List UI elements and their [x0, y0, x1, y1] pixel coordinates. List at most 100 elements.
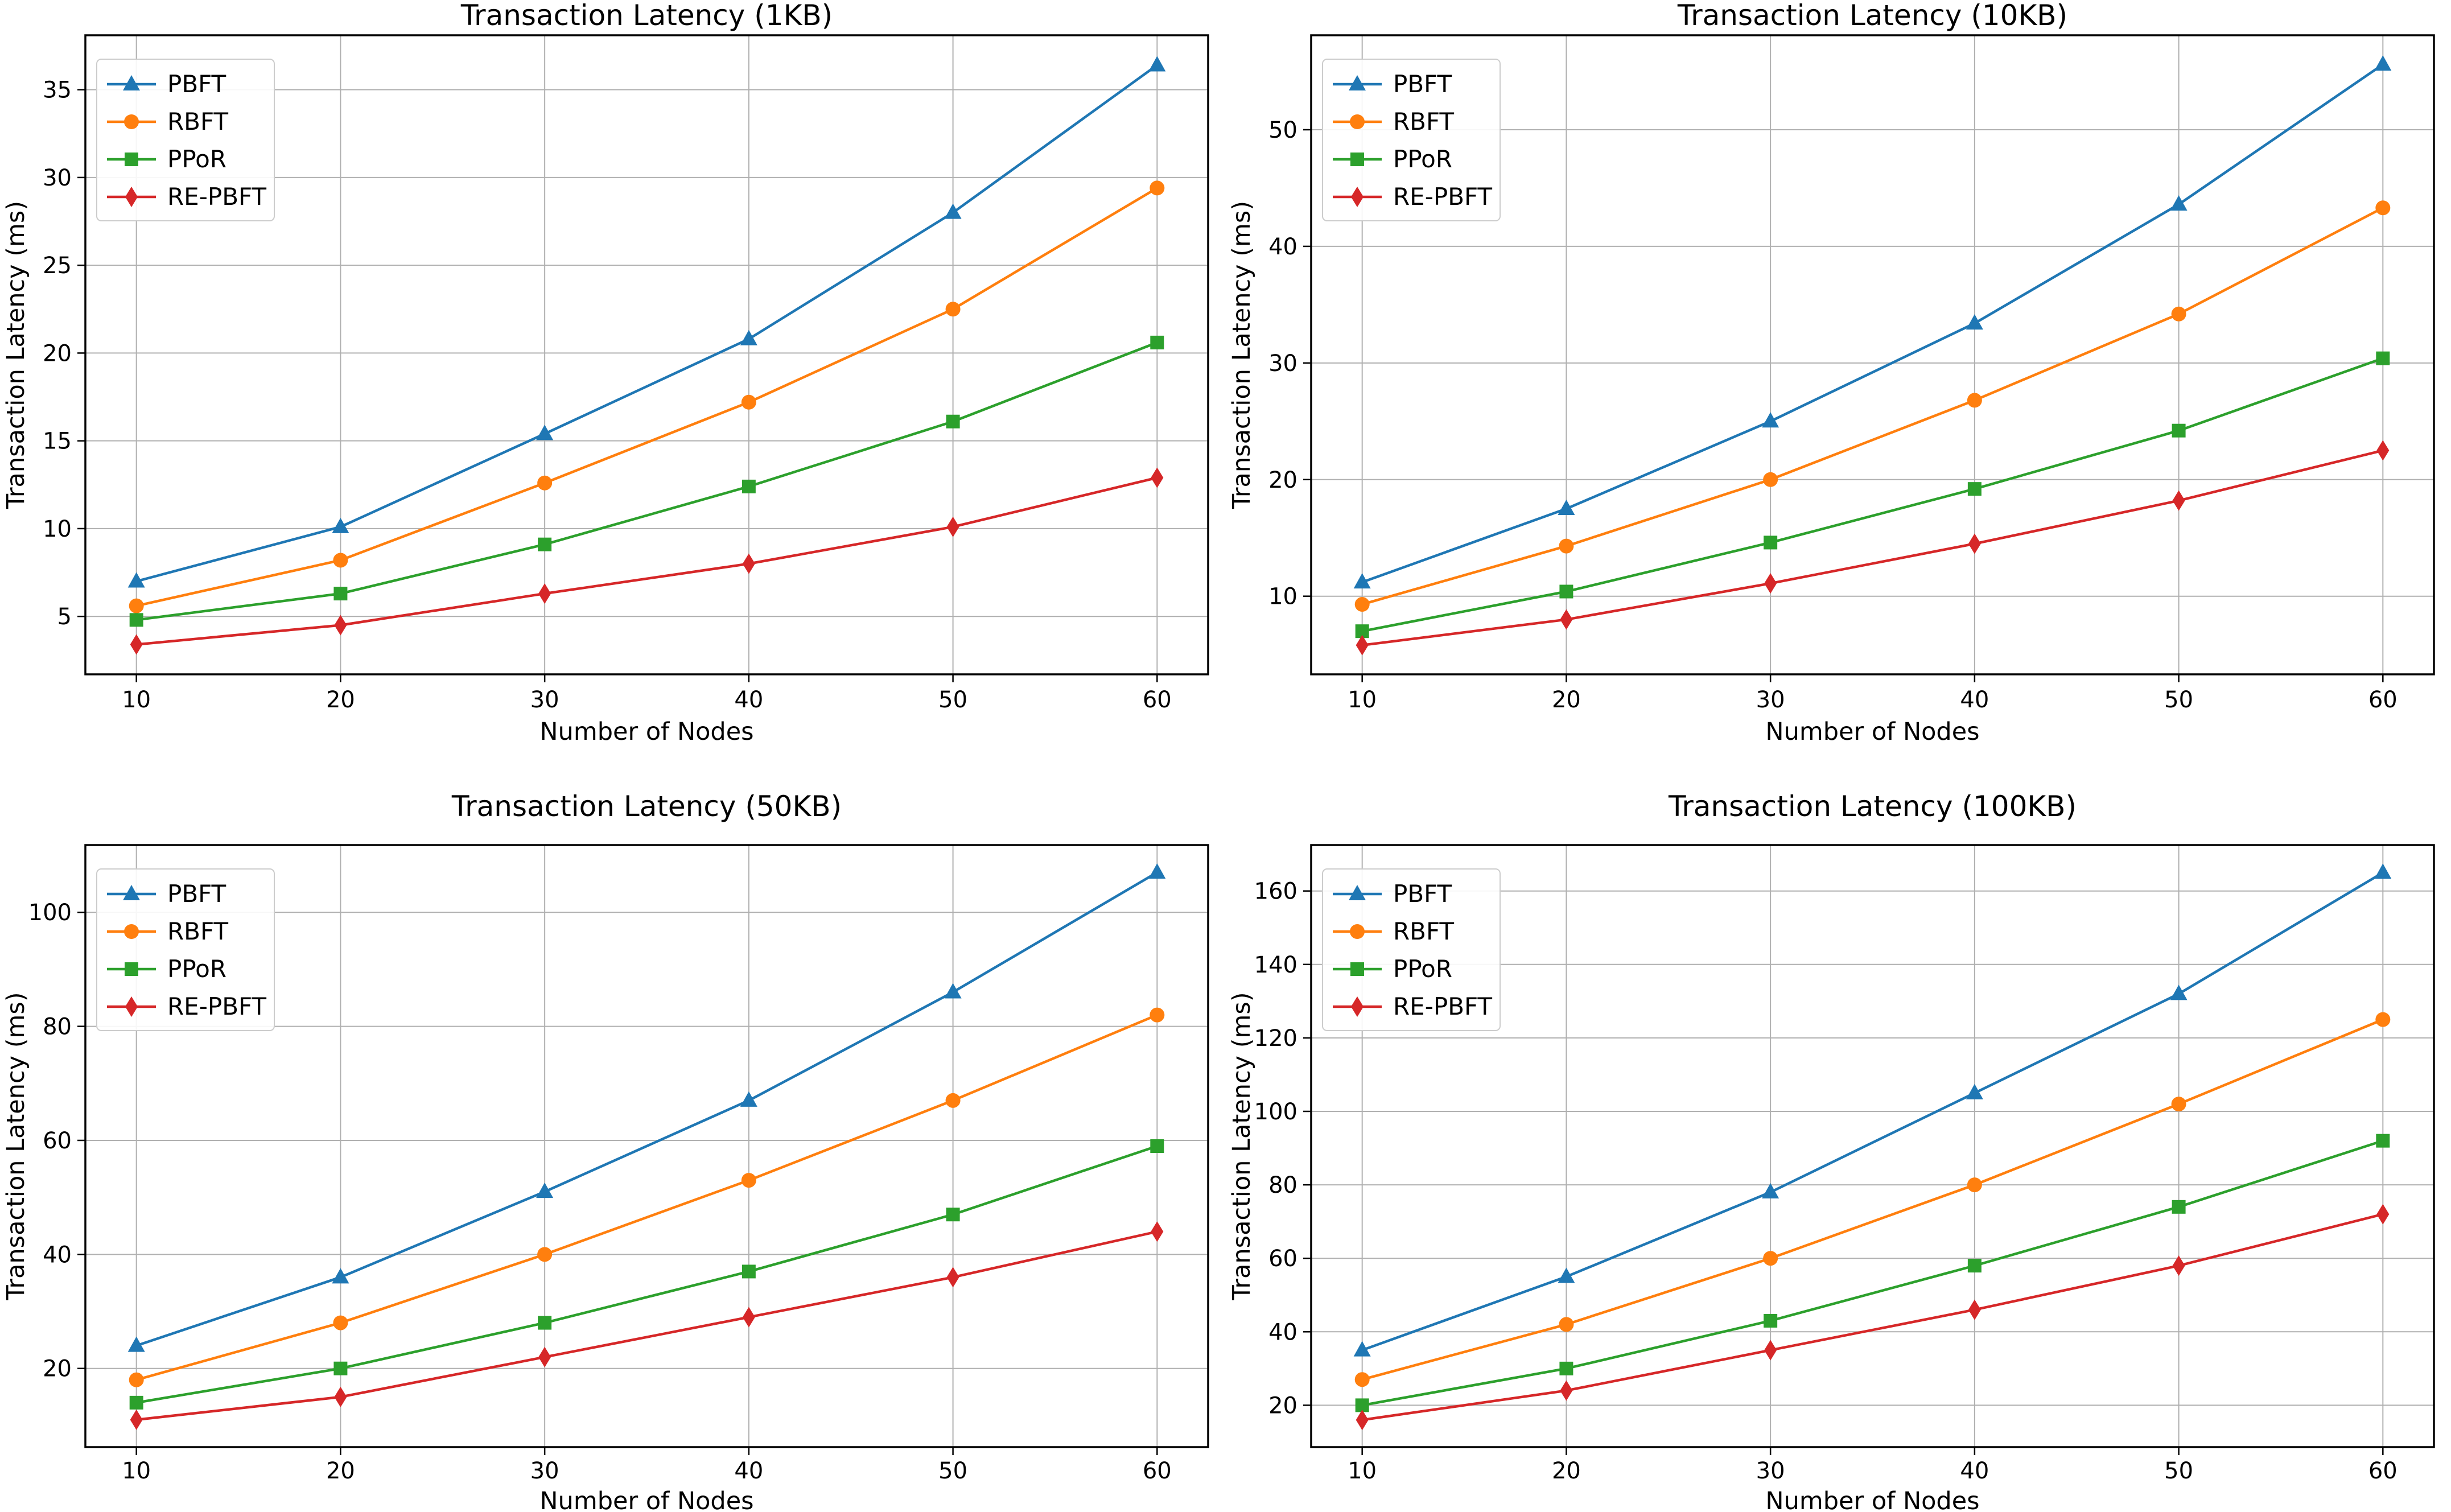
y-axis-label: Transaction Latency (ms): [1227, 992, 1256, 1300]
marker-ppor-40: [1967, 482, 1982, 496]
marker-rbft-50: [2171, 306, 2186, 322]
chart-title: Transaction Latency (10KB): [1677, 0, 2067, 32]
y-tick-label-30: 30: [43, 165, 72, 191]
x-tick-label-60: 60: [1143, 687, 1172, 713]
marker-pbft-30: [1762, 412, 1779, 428]
legend-label-pbft: PBFT: [167, 70, 226, 98]
marker-pbft-30: [536, 425, 554, 440]
series-line-re-pbft: [1362, 1213, 2383, 1422]
y-tick-label-15: 15: [43, 429, 72, 455]
marker-rbft-40: [741, 394, 756, 410]
tick-marks: [77, 911, 1158, 1455]
x-axis-label: Number of Nodes: [539, 718, 753, 746]
series-line-pbft: [1361, 63, 2384, 584]
x-tick-label-40: 40: [1960, 1458, 1989, 1484]
legend-label-ppor: PPoR: [1393, 145, 1452, 173]
y-tick-label-20: 20: [1268, 1392, 1297, 1419]
marker-ppor-30: [1764, 535, 1778, 550]
marker-ppor-40: [1967, 1259, 1982, 1273]
marker-ppor-20: [333, 587, 348, 601]
marker-pbft-20: [1558, 1267, 1575, 1283]
x-tick-label-50: 50: [2164, 687, 2193, 713]
marker-pbft-60: [1148, 863, 1166, 879]
series-line-re-pbft: [136, 476, 1157, 646]
legend-label-re-pbft: RE-PBFT: [167, 183, 266, 211]
tick-marks: [77, 89, 1158, 682]
marker-ppor-50: [2172, 1200, 2186, 1214]
series-ppor: [129, 335, 1164, 627]
x-tick-label-10: 10: [122, 1458, 151, 1484]
y-tick-label-100: 100: [28, 900, 72, 926]
legend-label-ppor: PPoR: [1393, 955, 1452, 983]
legend-marker-pbft: [123, 75, 140, 90]
legend-marker-rbft: [1350, 114, 1365, 129]
legend-marker-re-pbft: [1351, 187, 1364, 207]
marker-re-pbft-50: [2172, 490, 2185, 511]
x-tick-label-10: 10: [1348, 687, 1377, 713]
x-tick-label-40: 40: [1960, 687, 1989, 713]
marker-rbft-10: [129, 1372, 144, 1387]
marker-pbft-40: [740, 1091, 757, 1107]
plot-area: [1310, 34, 2435, 675]
x-tick-label-20: 20: [326, 687, 355, 713]
legend-label-ppor: PPoR: [167, 955, 226, 983]
marker-ppor-60: [1150, 335, 1164, 349]
y-tick-label-120: 120: [1254, 1025, 1297, 1052]
marker-pbft-40: [740, 329, 757, 345]
series-line-ppor: [136, 1144, 1158, 1404]
legend-box: [1322, 59, 1501, 221]
marker-pbft-50: [944, 203, 962, 219]
series-pbft: [127, 56, 1166, 588]
marker-pbft-60: [1148, 56, 1166, 72]
marker-rbft-60: [1150, 1007, 1165, 1023]
x-tick-label-40: 40: [734, 687, 763, 713]
marker-ppor-20: [1559, 1361, 1573, 1375]
marker-pbft-10: [1353, 573, 1371, 589]
series-line-rbft: [136, 1014, 1158, 1381]
marker-rbft-30: [1763, 1251, 1778, 1266]
legend: PBFT RBFT PPoR RE-PBFT: [96, 59, 275, 221]
marker-pbft-20: [332, 1268, 349, 1284]
y-tick-label-35: 35: [43, 77, 72, 104]
marker-ppor-60: [1150, 1139, 1164, 1153]
y-tick-label-30: 30: [1268, 351, 1297, 377]
x-axis-label: Number of Nodes: [1765, 718, 1979, 746]
x-axis-label: Number of Nodes: [539, 1487, 753, 1512]
marker-re-pbft-60: [2376, 440, 2390, 461]
x-tick-label-30: 30: [1756, 1458, 1785, 1484]
series-line-ppor: [1362, 1139, 2384, 1407]
legend-label-ppor: PPoR: [167, 145, 226, 173]
y-tick-label-40: 40: [1268, 234, 1297, 260]
series-ppor: [1355, 351, 2390, 638]
legend-marker-pbft: [1349, 885, 1366, 900]
chart-transaction-latency-100kb: Transaction Latency (100KB) 10 20 30 40 50 60 2…: [1226, 757, 2451, 1512]
x-tick-label-60: 60: [2368, 1458, 2398, 1484]
y-tick-label-40: 40: [43, 1242, 72, 1268]
legend: PBFT RBFT PPoR RE-PBFT: [1322, 868, 1501, 1031]
chart-transaction-latency-50kb: Transaction Latency (50KB) 10 20 30 40 50 60 20…: [0, 757, 1225, 1512]
y-tick-label-40: 40: [1268, 1319, 1297, 1345]
x-tick-label-30: 30: [530, 1458, 559, 1484]
y-tick-label-5: 5: [57, 604, 72, 630]
marker-rbft-30: [537, 1247, 553, 1262]
y-tick-label-60: 60: [43, 1128, 72, 1154]
chart-50kb-canvas: Transaction Latency (50KB) 10 20 30 40 50 60 20…: [2, 790, 1209, 1512]
marker-rbft-60: [2375, 1012, 2391, 1027]
series-rbft: [1354, 200, 2391, 612]
marker-pbft-60: [2374, 55, 2392, 71]
marker-re-pbft-20: [334, 615, 347, 636]
marker-rbft-10: [1354, 597, 1370, 612]
legend-box: [96, 59, 275, 221]
marker-re-pbft-10: [1356, 635, 1369, 656]
marker-rbft-20: [1559, 1317, 1574, 1332]
y-tick-label-100: 100: [1254, 1099, 1297, 1125]
marker-ppor-60: [2376, 351, 2390, 365]
legend: PBFT RBFT PPoR RE-PBFT: [1322, 59, 1501, 221]
chart-title: Transaction Latency (50KB): [451, 790, 842, 823]
series-pbft: [1353, 55, 2392, 589]
series-pbft: [1353, 863, 2392, 1357]
marker-rbft-60: [2375, 200, 2391, 216]
series-line-ppor: [1362, 357, 2384, 633]
x-tick-label-30: 30: [530, 687, 559, 713]
